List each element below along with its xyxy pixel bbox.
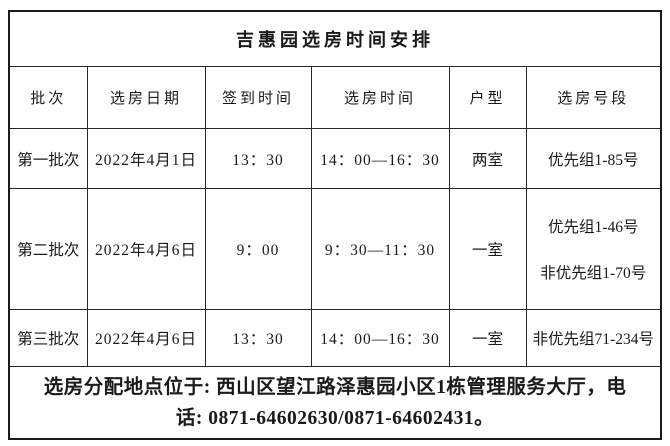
header-row: 批次 选房日期 签到时间 选房时间 户型 选房号段 (8, 66, 662, 129)
checkin-time-cell: 9：00 (204, 188, 312, 310)
housing-selection-schedule-table: 吉惠园选房时间安排 批次 选房日期 签到时间 选房时间 户型 选房号段 第一批次… (8, 10, 663, 440)
number-range-cell: 非优先组71-234号 (525, 309, 662, 367)
footer-note-line-1: 选房分配地点位于: 西山区望江路泽惠园小区1栋管理服务大厅，电 (43, 376, 627, 398)
footer-note-line-2: 话: 0871-64602630/0871-64602431。 (175, 407, 495, 429)
column-header-number-range: 选房号段 (525, 66, 662, 129)
checkin-time-cell: 13：30 (204, 128, 312, 189)
footer-note: 选房分配地点位于: 西山区望江路泽惠园小区1栋管理服务大厅，电 话: 0871-… (8, 366, 662, 440)
column-header-checkin-time: 签到时间 (204, 66, 312, 129)
batch-cell: 第二批次 (8, 188, 88, 310)
unit-type-cell: 一室 (448, 188, 527, 310)
announcement-sheet: 吉惠园选房时间安排 批次 选房日期 签到时间 选房时间 户型 选房号段 第一批次… (8, 10, 663, 440)
date-cell: 2022年4月1日 (86, 128, 206, 189)
column-header-date: 选房日期 (86, 66, 206, 129)
table-row-batch-1: 第一批次 2022年4月1日 13：30 14：00—16：30 两室 优先组1… (8, 128, 662, 189)
selection-time-cell: 9：30—11：30 (310, 188, 450, 310)
unit-type-cell: 一室 (448, 309, 527, 367)
footer-row: 选房分配地点位于: 西山区望江路泽惠园小区1栋管理服务大厅，电 话: 0871-… (8, 366, 662, 440)
number-range-stack: 优先组1-46号 非优先组1-70号 (527, 192, 660, 306)
checkin-time-cell: 13：30 (204, 309, 312, 367)
column-header-unit-type: 户型 (448, 66, 527, 129)
title-row: 吉惠园选房时间安排 (8, 10, 662, 67)
number-range-cell: 优先组1-85号 (525, 128, 662, 189)
number-range-cell: 优先组1-46号 非优先组1-70号 (525, 188, 662, 310)
table-row-batch-3: 第三批次 2022年4月6日 13：30 14：00—16：30 一室 非优先组… (8, 309, 662, 367)
column-header-batch: 批次 (8, 66, 88, 129)
selection-time-cell: 14：00—16：30 (310, 309, 450, 367)
selection-time-cell: 14：00—16：30 (310, 128, 450, 189)
page-title: 吉惠园选房时间安排 (8, 10, 662, 67)
column-header-selection-time: 选房时间 (310, 66, 450, 129)
date-cell: 2022年4月6日 (86, 188, 206, 310)
date-cell: 2022年4月6日 (86, 309, 206, 367)
batch-cell: 第一批次 (8, 128, 88, 189)
unit-type-cell: 两室 (448, 128, 527, 189)
number-range-line: 非优先组71-234号 (532, 331, 654, 348)
number-range-line: 非优先组1-70号 (540, 264, 647, 282)
number-range-line: 优先组1-85号 (548, 151, 639, 169)
batch-cell: 第三批次 (8, 309, 88, 367)
table-row-batch-2: 第二批次 2022年4月6日 9：00 9：30—11：30 一室 优先组1-4… (8, 188, 662, 310)
number-range-line: 优先组1-46号 (548, 219, 639, 237)
